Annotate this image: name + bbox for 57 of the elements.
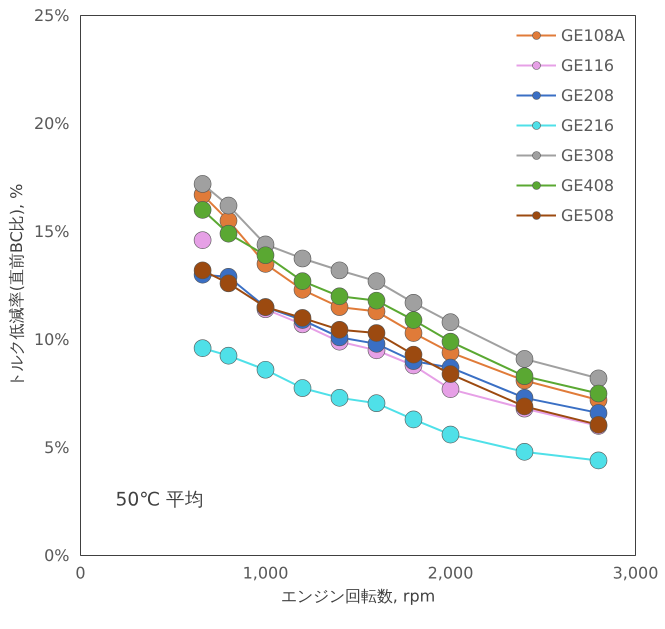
point bbox=[220, 196, 238, 214]
point bbox=[404, 294, 422, 312]
point bbox=[590, 384, 608, 402]
x-tick-label: 3,000 bbox=[612, 564, 658, 582]
point bbox=[294, 272, 312, 290]
point bbox=[294, 379, 312, 397]
point bbox=[442, 332, 460, 350]
point bbox=[294, 250, 312, 268]
point bbox=[404, 346, 422, 364]
y-tick-label: 20% bbox=[34, 114, 70, 133]
point bbox=[220, 274, 238, 292]
point bbox=[330, 262, 348, 280]
point bbox=[256, 360, 274, 379]
legend-label: GE108A bbox=[561, 26, 625, 44]
point bbox=[194, 201, 212, 219]
point bbox=[516, 350, 534, 368]
point bbox=[256, 246, 274, 264]
point bbox=[330, 288, 348, 306]
legend-label: GE208 bbox=[561, 86, 614, 104]
point bbox=[330, 320, 348, 339]
y-tick-label: 0% bbox=[44, 546, 70, 565]
point bbox=[368, 292, 386, 310]
point bbox=[194, 339, 212, 357]
point bbox=[194, 262, 212, 280]
point bbox=[368, 324, 386, 342]
legend-label: GE508 bbox=[561, 206, 614, 224]
legend-label: GE216 bbox=[561, 116, 614, 134]
point bbox=[368, 394, 386, 412]
point bbox=[442, 365, 460, 383]
legend-label: GE308 bbox=[561, 146, 614, 164]
y-tick-label: 15% bbox=[34, 222, 70, 241]
point bbox=[404, 410, 422, 428]
annotation: 50℃ 平均 bbox=[116, 490, 204, 510]
y-tick-label: 5% bbox=[44, 438, 70, 457]
point bbox=[220, 346, 238, 364]
y-tick-label: 10% bbox=[34, 330, 70, 349]
point bbox=[442, 380, 460, 398]
legend-label: GE408 bbox=[561, 176, 614, 194]
x-tick-label: 1,000 bbox=[242, 564, 288, 582]
point bbox=[194, 231, 212, 249]
x-axis-title: エンジン回転数, rpm bbox=[280, 586, 436, 606]
point bbox=[330, 389, 348, 407]
point bbox=[590, 452, 608, 470]
y-tick-label: 25% bbox=[34, 6, 70, 25]
x-tick-label: 0 bbox=[75, 564, 86, 582]
point bbox=[404, 311, 422, 329]
y-axis-title: トルク低減率(直前BC比), % bbox=[6, 184, 26, 388]
point bbox=[194, 175, 212, 193]
x-tick-label: 2,000 bbox=[428, 564, 474, 582]
point bbox=[516, 367, 534, 386]
legend-label: GE116 bbox=[561, 56, 614, 74]
point bbox=[220, 224, 238, 242]
point bbox=[442, 313, 460, 332]
point bbox=[368, 272, 386, 290]
point bbox=[442, 426, 460, 444]
point bbox=[516, 443, 534, 461]
point bbox=[590, 370, 608, 388]
